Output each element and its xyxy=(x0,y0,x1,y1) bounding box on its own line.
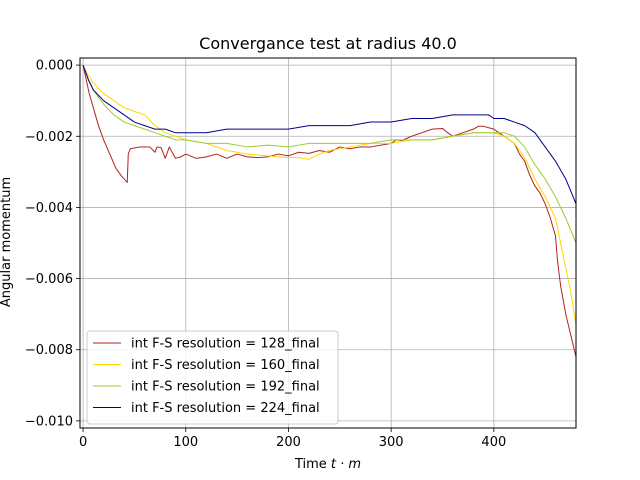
y-axis-label: Angular momentum xyxy=(0,177,14,307)
series-line-3 xyxy=(82,64,577,244)
x-axis-label-text: Time xyxy=(294,457,331,472)
legend-entry-label: int F-S resolution = 192_final xyxy=(131,380,320,395)
legend-box xyxy=(86,330,339,425)
legend-entry-label: int F-S resolution = 224_final xyxy=(131,401,320,416)
x-tick-label: 300 xyxy=(379,435,404,450)
x-tick-label: 400 xyxy=(481,435,506,450)
series-line-2 xyxy=(82,64,577,325)
plot-area-frame xyxy=(79,57,577,429)
series-line-1 xyxy=(82,65,577,357)
y-tick-label: −0.010 xyxy=(25,414,73,429)
data-series xyxy=(82,64,577,357)
y-tick-label: −0.008 xyxy=(25,343,73,358)
y-tick-label: −0.002 xyxy=(25,130,73,145)
legend-entry-label: int F-S resolution = 160_final xyxy=(131,358,320,373)
series-line-4 xyxy=(82,64,577,205)
x-axis-label: Time t · m xyxy=(294,457,361,472)
x-axis-ticks: 0 100 200 300 400 xyxy=(79,428,506,450)
x-tick-label: 0 xyxy=(79,435,87,450)
y-axis-ticks: 0.000 −0.002 −0.004 −0.006 −0.008 −0.010 xyxy=(25,59,80,429)
chart-title: Convergance test at radius 40.0 xyxy=(199,34,457,53)
y-tick-label: −0.004 xyxy=(25,201,73,216)
x-axis-label-math: t · m xyxy=(331,457,361,472)
x-tick-label: 100 xyxy=(173,435,198,450)
y-tick-label: 0.000 xyxy=(36,59,73,74)
legend-entry-label: int F-S resolution = 128_final xyxy=(131,337,320,352)
y-tick-label: −0.006 xyxy=(25,272,73,287)
x-tick-label: 200 xyxy=(276,435,301,450)
